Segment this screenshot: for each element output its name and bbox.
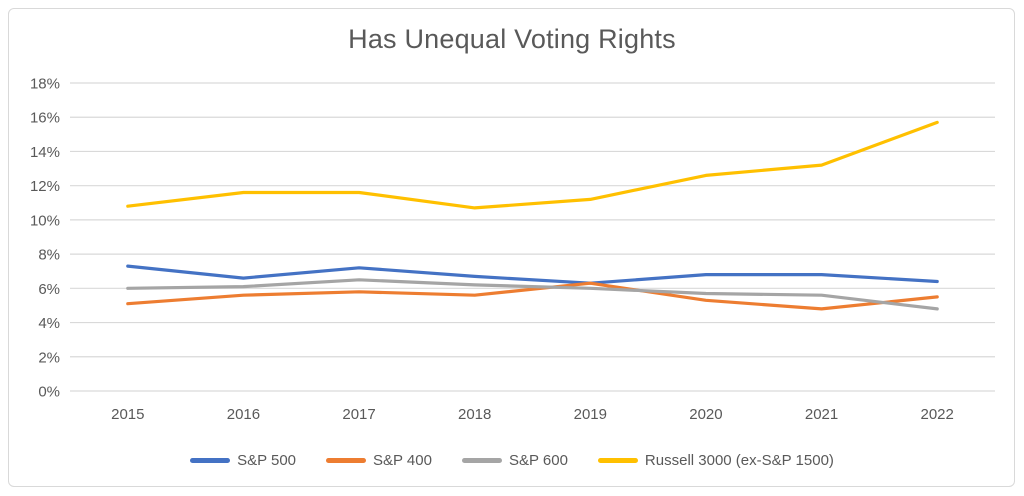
y-axis-tick-label: 16% bbox=[30, 110, 60, 127]
legend-label: S&P 400 bbox=[373, 452, 432, 469]
series-line-s-p-600 bbox=[126, 278, 939, 311]
legend-line-swatch-icon bbox=[326, 458, 367, 463]
y-axis-tick-label: 6% bbox=[38, 281, 60, 298]
legend-item: Russell 3000 (ex-S&P 1500) bbox=[597, 452, 834, 469]
y-axis-tick-label: 8% bbox=[38, 247, 60, 264]
x-axis-tick-label: 2019 bbox=[574, 406, 607, 423]
series-line-russell-3000-ex-s-p-1500 bbox=[126, 120, 939, 210]
y-axis-tick-label: 12% bbox=[30, 178, 60, 195]
x-axis-tick-label: 2022 bbox=[921, 406, 954, 423]
legend: S&P 500 S&P 400 S&P 600 Russell 3000 (ex-S&… bbox=[0, 452, 1024, 469]
series-line-s-p-500 bbox=[126, 264, 939, 285]
legend-line-swatch-icon bbox=[190, 458, 231, 463]
x-axis-tick-label: 2015 bbox=[111, 406, 144, 423]
y-axis-tick-label: 18% bbox=[30, 76, 60, 93]
legend-label: Russell 3000 (ex-S&P 1500) bbox=[644, 452, 834, 469]
x-axis-tick-label: 2018 bbox=[458, 406, 491, 423]
y-axis-tick-label: 14% bbox=[30, 144, 60, 161]
y-axis-tick-label: 2% bbox=[38, 349, 60, 366]
y-axis-tick-label: 0% bbox=[38, 384, 60, 401]
legend-line-swatch-icon bbox=[597, 458, 638, 463]
y-axis-tick-label: 10% bbox=[30, 212, 60, 229]
legend-label: S&P 600 bbox=[508, 452, 568, 469]
x-axis-tick-label: 2021 bbox=[805, 406, 838, 423]
legend-line-swatch-icon bbox=[461, 458, 502, 463]
y-axis-tick-label: 4% bbox=[38, 315, 60, 332]
legend-item: S&P 400 bbox=[326, 452, 432, 469]
legend-item: S&P 500 bbox=[190, 452, 296, 469]
legend-label: S&P 500 bbox=[237, 452, 297, 469]
chart-title: Has Unequal Voting Rights bbox=[348, 24, 676, 54]
legend-item: S&P 600 bbox=[461, 452, 568, 469]
chart-frame bbox=[8, 8, 1015, 487]
x-axis-tick-label: 2020 bbox=[689, 406, 722, 423]
x-axis-tick-label: 2016 bbox=[227, 406, 260, 423]
x-axis-tick-label: 2017 bbox=[342, 406, 375, 423]
series-line-s-p-400 bbox=[126, 281, 939, 311]
